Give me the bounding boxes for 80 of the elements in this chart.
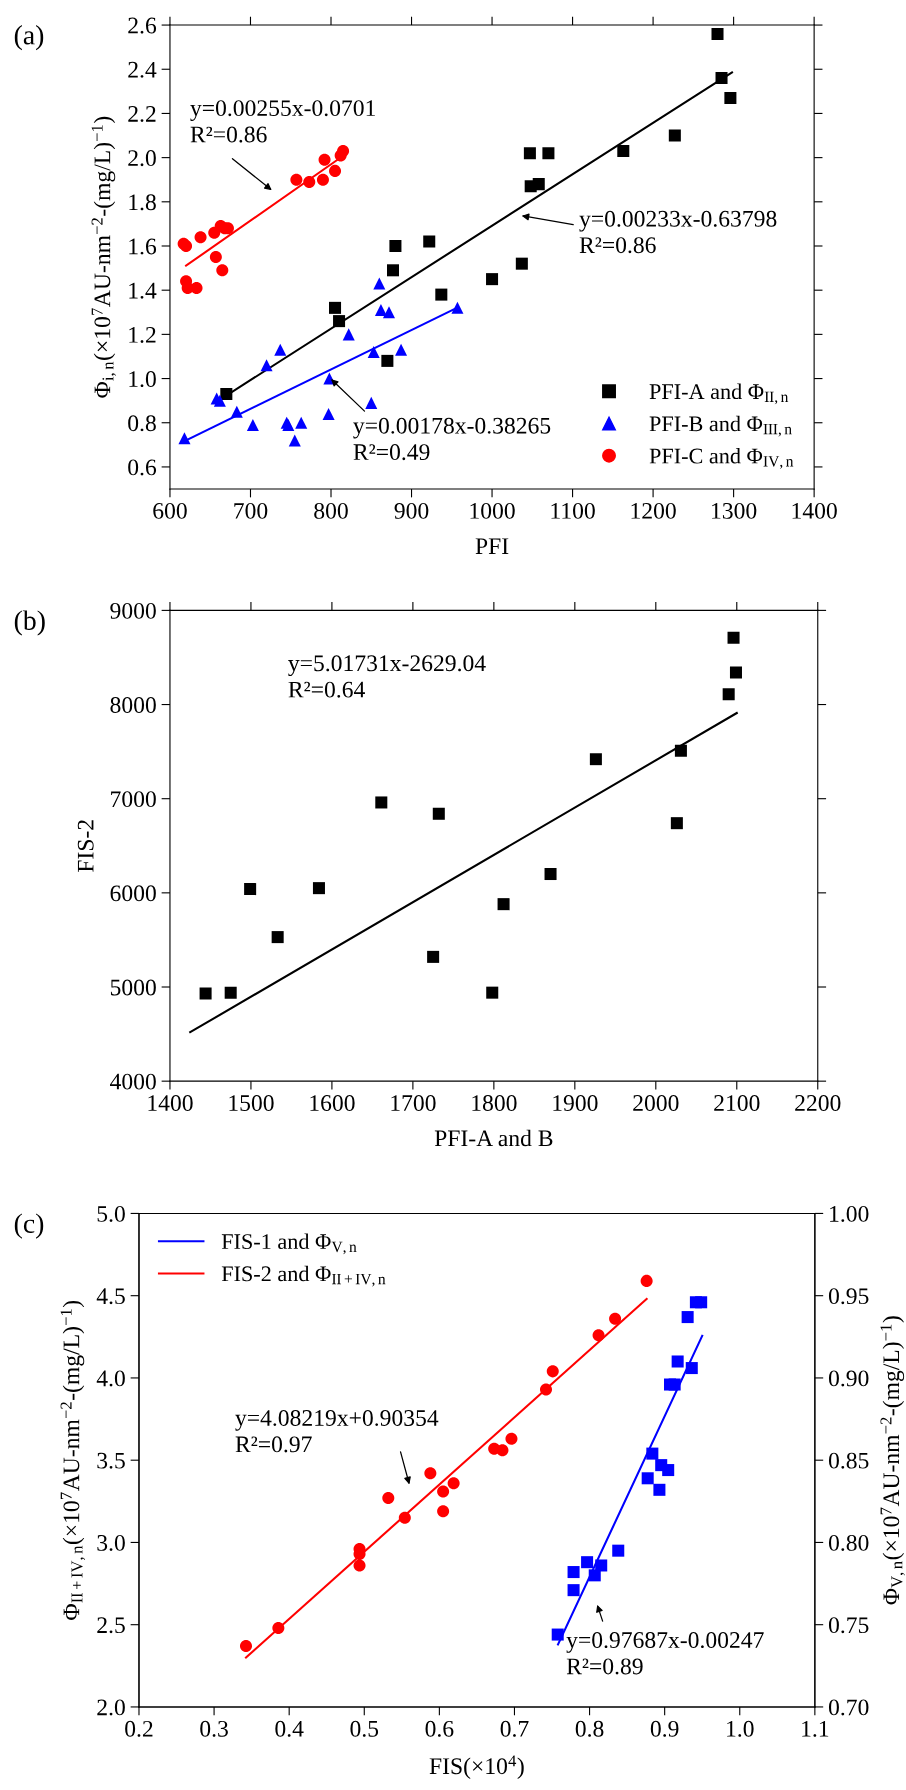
legend-label: FIS-1 and Φ$_{V,n}$ (221, 1233, 357, 1255)
annotation: y=0.00255x-0.0701 R²=0.86 (190, 100, 375, 143)
y-tick-label: 1.4 (129, 282, 157, 299)
annotation: y=4.08219x+0.90354 R²=0.97 (235, 1409, 439, 1453)
x-axis-title: FIS(×10$^{4}$) (429, 1755, 524, 1779)
x-tick-label: 0.3 (200, 1720, 228, 1737)
x-tick-label: 0.8 (575, 1720, 604, 1737)
y-tick-label: 3.0 (97, 1534, 125, 1551)
y-tick-label: 9000 (110, 602, 156, 619)
y2-tick-label: 0.70 (828, 1699, 869, 1716)
annotation: y=0.97687x-0.00247 R²=0.89 (566, 1632, 764, 1675)
y-tick-label: 1.8 (129, 194, 156, 211)
y-tick-label: 5.0 (97, 1205, 125, 1222)
x-tick-label: 1200 (631, 502, 676, 519)
x-tick-label: 1800 (472, 1095, 517, 1111)
text: Φ$_{II+IV,n}$(×10$^{7}$AU-nm$^{−2}$-(mg/L)$^{−1}$) (60, 1300, 85, 1620)
legend-label: PFI-C and Φ$_{IV,n}$ (649, 447, 794, 469)
x-tick-label: 900 (394, 502, 429, 519)
y-tick-label: 4.5 (96, 1288, 125, 1305)
y2-tick-label: 1.00 (830, 1205, 869, 1222)
y-tick-label: 4.0 (96, 1370, 125, 1387)
x-tick-label: 1400 (148, 1095, 193, 1111)
x-tick-label: 2200 (795, 1095, 841, 1111)
y-tick-label: 3.5 (97, 1452, 125, 1469)
y-tick-label: 2.0 (128, 150, 156, 167)
x-tick-label: 1.1 (802, 1720, 829, 1737)
x-tick-label: 1100 (551, 502, 595, 519)
y-tick-label: 1.2 (129, 326, 156, 343)
y-tick-label: 6000 (110, 885, 156, 902)
x-tick-label: 0.7 (500, 1720, 529, 1737)
x-tick-label: 0.5 (350, 1720, 379, 1737)
y-tick-label: 1.6 (129, 238, 157, 255)
y-tick-label: 0.8 (128, 415, 156, 432)
x-tick-label: 700 (234, 502, 268, 519)
y-tick-label: 5000 (110, 979, 156, 996)
y2-tick-label: 0.90 (828, 1370, 869, 1387)
y-tick-label: 7000 (111, 791, 156, 808)
x-tick-label: 1700 (391, 1095, 436, 1111)
x-tick-label: 1400 (792, 502, 837, 519)
annotation: y=0.00233x-0.63798 R²=0.86 (579, 210, 777, 254)
text: (a) (14, 25, 44, 51)
y-tick-label: 2.2 (128, 105, 156, 122)
y2-tick-label: 0.75 (828, 1617, 869, 1634)
y2-tick-label: 0.80 (828, 1534, 869, 1551)
text: (c) (14, 1213, 44, 1239)
annotation: y=5.01731x-2629.04 R²=0.64 (288, 655, 486, 698)
y-tick-label: 2.0 (97, 1699, 125, 1716)
x-tick-label: 1300 (712, 502, 757, 519)
y-tick-label: 0.6 (128, 459, 157, 476)
legend-label: FIS-2 and Φ$_{II+IV,n}$ (221, 1265, 386, 1287)
x-tick-label: 0.9 (650, 1720, 679, 1737)
x-tick-label: 1500 (229, 1095, 274, 1111)
x-tick-label: 2000 (633, 1095, 679, 1111)
x-tick-label: 800 (314, 502, 348, 519)
y-tick-label: 8000 (110, 697, 156, 713)
annotation: y=0.00178x-0.38265 R²=0.49 (353, 417, 551, 461)
x-tick-label: 1000 (470, 502, 515, 519)
y-tick-label: 1.0 (129, 371, 156, 388)
y2-tick-label: 0.85 (828, 1452, 869, 1469)
x-tick-label: 0.2 (125, 1720, 153, 1737)
text: (b) (14, 610, 45, 636)
x-tick-label: 600 (153, 502, 187, 519)
x-axis-title: PFI-A and B (434, 1129, 553, 1147)
y-tick-label: 2.4 (128, 61, 157, 78)
text: Φ$_{i,n}$(×10$^{7}$AU-nm$^{−2}$-(mg/L)$^{−1}$) (91, 116, 116, 398)
x-tick-label: 0.6 (425, 1720, 454, 1737)
x-tick-label: 1600 (310, 1095, 355, 1111)
y-tick-label: 2.5 (97, 1617, 125, 1634)
y-axis-title: FIS-2 (77, 820, 94, 872)
y-tick-label: 2.6 (128, 17, 157, 34)
y-tick-label: 4000 (110, 1073, 156, 1090)
x-tick-label: 1900 (553, 1095, 598, 1111)
text: Φ$_{V,n}$(×10$^{7}$AU-nm$^{−2}$-(mg/L)$^{−1}$) (880, 1316, 905, 1605)
legend-label: PFI-B and Φ$_{III,n}$ (649, 415, 792, 437)
y2-tick-label: 0.95 (828, 1288, 869, 1305)
x-tick-label: 2100 (714, 1095, 760, 1111)
legend-label: PFI-A and Φ$_{II,n}$ (649, 383, 789, 405)
x-tick-label: 1.0 (727, 1720, 754, 1737)
x-tick-label: 0.4 (275, 1720, 304, 1737)
x-axis-title: PFI (475, 538, 509, 554)
